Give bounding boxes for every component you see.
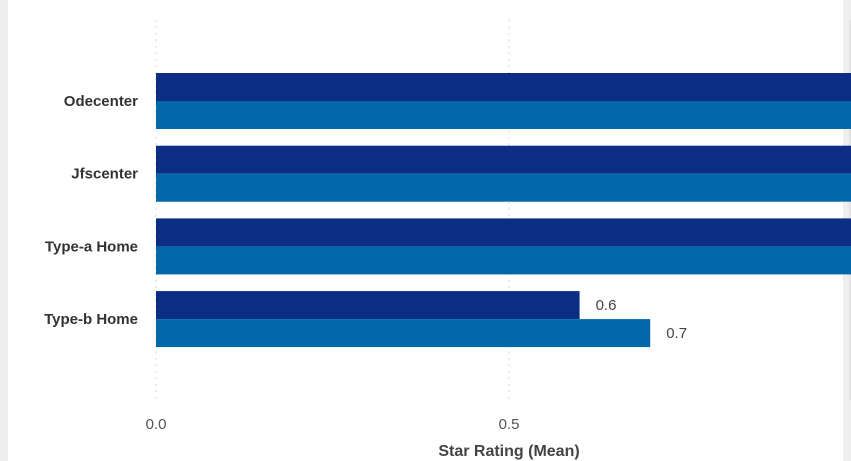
x-axis-title: Star Rating (Mean) [438, 443, 579, 460]
bar [156, 246, 851, 275]
bar [156, 218, 851, 247]
category-label: Type-a Home [45, 238, 138, 255]
category-label: Jfscenter [71, 166, 138, 183]
bar [156, 319, 651, 348]
grid-lines [155, 20, 510, 400]
bar [156, 101, 851, 129]
x-tick-label: 0.5 [499, 416, 520, 433]
category-labels: Odecenter Jfscenter Type-a Home Type-b Home [44, 93, 138, 328]
value-label: 0.6 [596, 297, 617, 314]
value-labels: 1.81.71.41.41.51.40.60.7 [596, 297, 687, 342]
x-tick-label: 0.0 [146, 416, 167, 433]
bars [156, 73, 851, 348]
bar [156, 291, 580, 320]
value-label: 0.7 [666, 325, 687, 342]
bar [156, 173, 851, 202]
bar [156, 145, 851, 174]
bar [156, 73, 851, 101]
category-label: Odecenter [64, 93, 138, 110]
panel-divider [849, 20, 851, 400]
category-label: Type-b Home [44, 311, 138, 328]
x-tick-labels: 0.00.51.01.5 [146, 416, 520, 433]
